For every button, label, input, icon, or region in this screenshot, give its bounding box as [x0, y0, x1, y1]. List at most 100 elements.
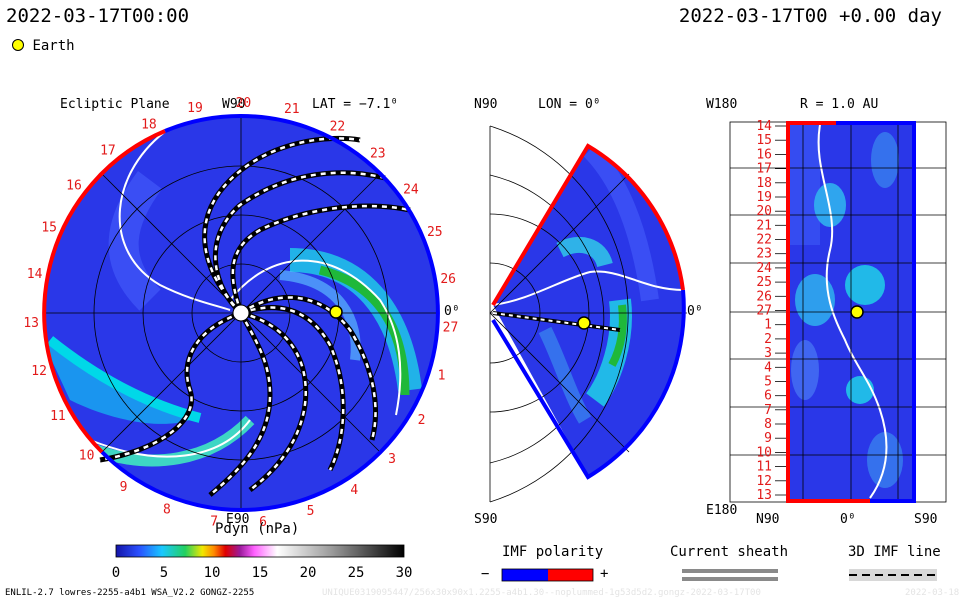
row-label: 9 [764, 431, 772, 446]
ecliptic-cir-band [44, 335, 190, 424]
colorbar: 0 5 10 15 20 25 30 [112, 544, 413, 581]
meridional-boundary-negative [491, 289, 686, 480]
earth-marker-icon [850, 305, 864, 319]
run-id: UNIQUE0319095447/256x30x90x1.2255-a4b1.3… [322, 588, 761, 598]
ecliptic-imf-lines [99, 135, 411, 497]
current-sheath-title: Current sheath [670, 544, 789, 560]
row-label: 27 [756, 304, 772, 319]
ecliptic-right-label: 0⁰ [444, 304, 460, 319]
row-label: 24 [756, 261, 772, 276]
row-label: 14 [756, 119, 772, 134]
rim-label: 8 [163, 503, 171, 518]
earth-marker-icon [12, 39, 24, 51]
colorbar-tick-label: 10 [204, 565, 221, 581]
imf-polarity-title: IMF polarity [502, 544, 604, 560]
sun-marker-icon [232, 304, 250, 322]
ecliptic-current-sheath [89, 419, 251, 458]
ecliptic-boundary-negative [100, 450, 242, 512]
radial-r-label: R = 1.0 AU [800, 97, 879, 112]
rim-label: 22 [330, 119, 346, 134]
row-label: 26 [756, 289, 772, 304]
radial-bottom-left-label: E180 [706, 503, 738, 518]
rim-label: 23 [370, 147, 386, 162]
colorbar-title: Pdyn (nPa) [215, 521, 300, 537]
rim-label: 1 [438, 369, 446, 384]
row-label: 23 [756, 247, 772, 262]
imf-polarity-negative-swatch [502, 569, 548, 581]
meridional-boundary-positive [491, 143, 685, 307]
rim-label: 10 [79, 448, 95, 463]
imf-polarity-plus-label: + [600, 566, 609, 582]
ecliptic-boundary-negative [240, 114, 440, 512]
earth-legend-label: Earth [32, 38, 75, 54]
meridional-imf-line [492, 312, 621, 331]
ecliptic-boundary-positive [42, 129, 166, 454]
meridional-panel [489, 125, 687, 503]
rim-label: 2 [418, 413, 426, 428]
datetime-left: 2022-03-17T00:00 [6, 5, 190, 27]
row-label: 7 [764, 403, 772, 418]
imf-line-title: 3D IMF line [848, 544, 941, 560]
earth-marker-icon [329, 305, 343, 319]
colorbar-tick-label: 20 [300, 565, 317, 581]
ecliptic-cir-band [46, 336, 202, 423]
meridional-bottom-label: S90 [474, 512, 498, 527]
rim-label: 9 [120, 480, 128, 495]
row-label: 8 [764, 417, 772, 432]
meridional-lon-label: LON = 0⁰ [538, 97, 601, 112]
rim-label: 14 [27, 267, 43, 282]
radial-x-label-n90: N90 [756, 512, 780, 527]
row-label: 18 [756, 176, 772, 191]
meridional-top-label: N90 [474, 97, 498, 112]
rim-label: 12 [31, 364, 47, 379]
meridional-current-sheath [493, 270, 683, 306]
colorbar-tick-label: 5 [160, 565, 168, 581]
colorbar-gradient [115, 544, 405, 558]
rim-label: 27 [443, 321, 459, 336]
row-label: 5 [764, 375, 772, 390]
row-label: 10 [756, 445, 772, 460]
rim-label: 16 [66, 179, 82, 194]
earth-marker-icon [577, 316, 591, 330]
earth-legend: Earth [12, 38, 75, 54]
datetime-right: 2022-03-17T00 +0.00 day [678, 5, 942, 27]
rim-label: 15 [41, 221, 57, 236]
run-stamp: 2022-03-18 [905, 588, 960, 598]
row-label: 6 [764, 389, 772, 404]
colorbar-tick-label: 25 [348, 565, 365, 581]
ecliptic-cir-band [279, 270, 361, 361]
radial-boundary-positive [786, 121, 870, 503]
colorbar-tick-label: 15 [252, 565, 269, 581]
radial-x-label-s90: S90 [914, 512, 938, 527]
ecliptic-current-sheath [229, 259, 402, 416]
row-label: 13 [756, 488, 772, 503]
rim-label: 24 [403, 183, 419, 198]
rim-label: 21 [284, 102, 300, 117]
rim-label: 18 [141, 117, 157, 132]
imf-polarity-positive-swatch [548, 569, 593, 581]
ecliptic-bottom-label: E90 [226, 512, 250, 527]
meridional-wedge [493, 146, 683, 477]
row-label: 15 [756, 133, 772, 148]
ecliptic-boundary-negative [164, 113, 242, 133]
row-label: 12 [756, 474, 772, 489]
rim-label: 4 [350, 483, 358, 498]
row-label: 3 [764, 346, 772, 361]
ecliptic-top-label: W90 [222, 97, 246, 112]
rim-label: 6 [259, 515, 267, 530]
colorbar-tick-label: 30 [396, 565, 413, 581]
rim-label: 5 [307, 504, 315, 519]
rim-label: 26 [440, 272, 456, 287]
row-label: 19 [756, 190, 772, 205]
ecliptic-peak-band [318, 265, 410, 396]
row-label: 4 [764, 360, 772, 375]
radial-current-sheath [817, 124, 888, 499]
colorbar-ticks: 0 5 10 15 20 25 30 [112, 565, 413, 581]
rim-label: 25 [427, 225, 443, 240]
rim-label: 20 [236, 96, 252, 111]
ecliptic-title: Ecliptic Plane [60, 97, 170, 112]
row-label: 2 [764, 332, 772, 347]
